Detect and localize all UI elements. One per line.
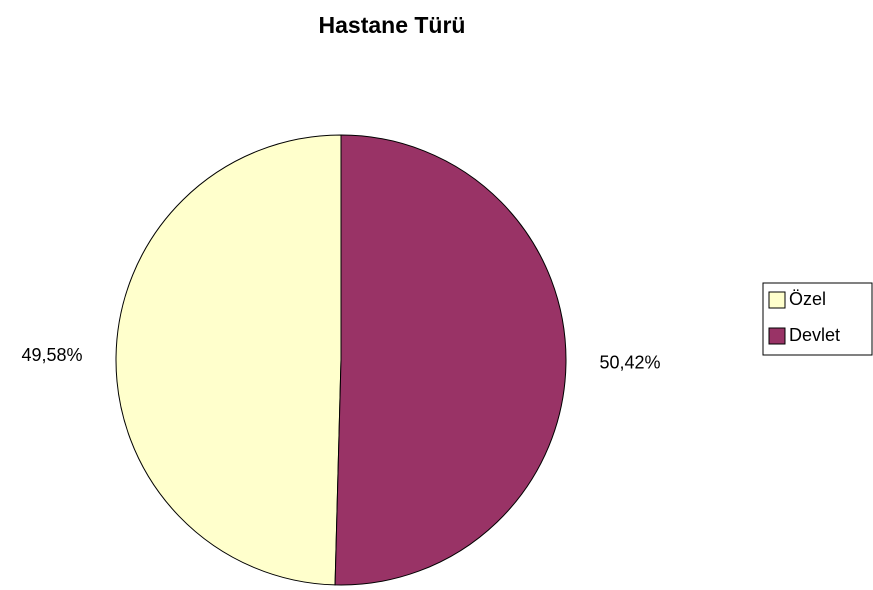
pie-slice bbox=[115, 134, 342, 586]
legend-label: Özel bbox=[789, 289, 826, 309]
legend-swatch bbox=[768, 291, 786, 309]
data-label: 49,58% bbox=[21, 345, 82, 365]
legend-swatch bbox=[768, 327, 786, 345]
data-label: 50,42% bbox=[599, 353, 660, 373]
pie-slice bbox=[334, 134, 567, 586]
chart-title: Hastane Türü bbox=[319, 12, 466, 38]
legend-label: Devlet bbox=[789, 325, 840, 345]
